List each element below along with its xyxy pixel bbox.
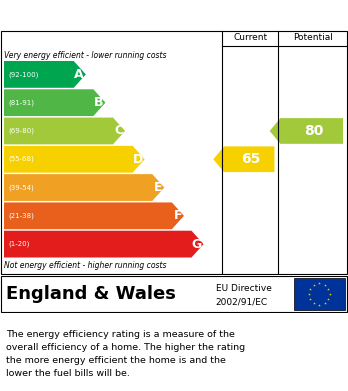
Text: (69-80): (69-80) (8, 128, 34, 134)
Bar (294, 278, 345, 310)
Text: (1-20): (1-20) (8, 241, 29, 248)
Text: (92-100): (92-100) (8, 71, 38, 78)
Text: Energy Efficiency Rating: Energy Efficiency Rating (10, 7, 220, 23)
Text: D: D (133, 153, 143, 166)
Polygon shape (4, 203, 184, 229)
Polygon shape (4, 174, 164, 201)
Text: 2002/91/EC: 2002/91/EC (216, 297, 268, 306)
Text: Current: Current (233, 34, 267, 43)
Text: EU Directive: EU Directive (216, 284, 272, 293)
Text: F: F (173, 209, 182, 222)
Text: 65: 65 (242, 152, 261, 166)
Polygon shape (270, 118, 343, 144)
Text: A: A (74, 68, 84, 81)
Text: The energy efficiency rating is a measure of the
overall efficiency of a home. T: The energy efficiency rating is a measur… (6, 330, 245, 378)
Text: (81-91): (81-91) (8, 99, 34, 106)
Text: B: B (94, 96, 103, 109)
Text: (21-38): (21-38) (8, 213, 34, 219)
Polygon shape (4, 118, 125, 144)
Polygon shape (4, 89, 105, 116)
Polygon shape (213, 146, 275, 172)
Text: Potential: Potential (293, 34, 333, 43)
Text: Not energy efficient - higher running costs: Not energy efficient - higher running co… (4, 260, 166, 269)
Text: G: G (191, 238, 201, 251)
Polygon shape (4, 61, 86, 88)
Text: 80: 80 (304, 124, 323, 138)
Text: (39-54): (39-54) (8, 184, 34, 191)
Polygon shape (4, 231, 204, 258)
Text: E: E (154, 181, 162, 194)
Text: (55-68): (55-68) (8, 156, 34, 163)
Polygon shape (4, 146, 145, 173)
Text: England & Wales: England & Wales (6, 285, 176, 303)
Text: Very energy efficient - lower running costs: Very energy efficient - lower running co… (4, 50, 166, 59)
Text: C: C (114, 124, 123, 138)
